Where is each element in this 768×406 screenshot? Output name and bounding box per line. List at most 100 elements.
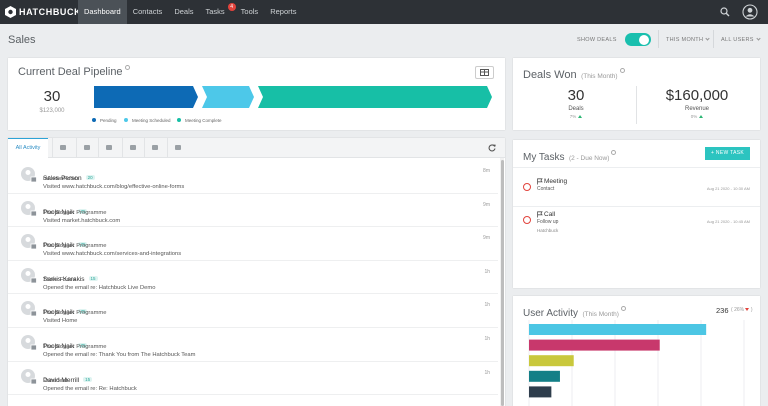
deal-amount: $123,000 — [39, 108, 65, 114]
table-view-button[interactable] — [475, 66, 494, 79]
bar — [529, 339, 660, 351]
activity-time: 9m — [483, 235, 490, 242]
contact-name[interactable]: David Merrill — [43, 376, 80, 384]
contact-avatar — [21, 301, 37, 317]
avatar-type — [30, 243, 37, 250]
name-line: Pooja Naik 75 — [43, 234, 88, 252]
contact-company: Three Foxes — [43, 276, 76, 283]
show-deals-toggle[interactable] — [625, 33, 651, 46]
contact-avatar — [21, 200, 37, 216]
contact-name[interactable]: Pooja Naik — [43, 343, 75, 350]
activity-row: David Merrill 15 President Opened the email… — [8, 362, 498, 396]
activity-change: ( 26% ) — [731, 307, 753, 313]
down-arrow — [745, 307, 750, 311]
info-icon[interactable] — [611, 150, 617, 155]
activity-row: Pooja Naik 75 The Blogger Programme Opened … — [8, 328, 498, 362]
user-avatar[interactable] — [742, 4, 758, 20]
scroll-thumb[interactable] — [500, 160, 504, 406]
bar — [529, 355, 574, 367]
refresh-icon[interactable] — [488, 144, 496, 152]
deals-change: 7% — [546, 114, 606, 119]
contact-name[interactable]: Pooja Naik — [43, 208, 75, 216]
tab[interactable] — [98, 138, 120, 158]
contact-avatar — [21, 234, 37, 250]
bar — [529, 386, 552, 398]
name-line: David Merrill 15 — [43, 369, 93, 387]
tab-all-activity[interactable]: All Activity — [8, 138, 48, 159]
tab[interactable] — [167, 138, 189, 158]
tab-icon — [106, 145, 112, 150]
nav-item[interactable]: Contacts — [132, 7, 163, 16]
tab[interactable] — [76, 138, 98, 158]
users-dropdown[interactable]: ALL USERS — [721, 36, 761, 43]
nav-item[interactable]: Dashboard — [78, 0, 127, 24]
divider — [636, 86, 637, 124]
name-line: Pooja Naik 75 — [43, 301, 88, 319]
lead-score: 20 — [85, 175, 95, 180]
tab-icon — [175, 145, 181, 150]
contact-name[interactable]: Sarkis Karakis — [43, 275, 85, 283]
flag-shape — [537, 211, 543, 218]
tab[interactable] — [52, 138, 74, 158]
nav-item[interactable]: Reports — [270, 7, 297, 16]
nav-item[interactable]: Tasks 4 — [200, 0, 236, 24]
top-nav: HATCHBUCK Dashboard Contacts Deals Tasks 4 To… — [0, 0, 768, 24]
nav-item[interactable]: Tools — [240, 7, 259, 16]
revenue-change: 0% — [657, 114, 737, 119]
avatar-type — [30, 210, 37, 216]
nav-item[interactable]: Deals — [174, 7, 194, 16]
avatar-type — [30, 344, 37, 351]
title-sub: (This Month) — [581, 73, 618, 80]
tab-icon — [152, 145, 158, 150]
task-type[interactable]: Meeting — [544, 178, 568, 185]
toggle-knob — [639, 34, 649, 45]
avatar-type — [30, 378, 37, 384]
task-row: Meeting Contact Aug 21 2020 - 10:30 AM — [513, 174, 760, 207]
avatar-type — [30, 277, 37, 284]
pipeline-segment — [94, 86, 198, 108]
panel-title: My Tasks (2 - Due Now) — [523, 147, 617, 165]
avatar-head — [25, 170, 31, 175]
task-checkbox[interactable] — [523, 183, 531, 191]
scrollbar[interactable] — [500, 158, 504, 406]
info-icon[interactable] — [124, 65, 130, 70]
legend-dot — [177, 118, 181, 122]
flag-shape — [537, 178, 543, 185]
info-icon[interactable] — [620, 306, 626, 311]
pipeline-segment — [258, 86, 492, 108]
revenue-value: $160,000 — [665, 87, 729, 104]
avatar-type — [30, 176, 37, 183]
tasks-panel: My Tasks (2 - Due Now) + NEW TASK Meetin… — [513, 140, 760, 288]
search-icon[interactable] — [720, 7, 730, 17]
contact-company: The Blogger Programme — [43, 344, 107, 350]
new-task-button[interactable]: + NEW TASK — [705, 147, 750, 160]
avatar-head — [25, 338, 31, 343]
activity-action: Visited www.hatchbuck.com/blog/effective… — [43, 184, 185, 190]
activity-row: Pooja Naik 75 The Blogger Programme Visited… — [8, 194, 498, 228]
contact-name[interactable]: Pooja Naik — [43, 242, 75, 250]
task-list: Meeting Contact Aug 21 2020 - 10:30 AM Call… — [513, 168, 760, 278]
task-type[interactable]: Call — [544, 211, 556, 218]
revenue-label: Revenue — [684, 106, 710, 112]
name-line: Sarkis Karakis 15 — [43, 268, 98, 286]
title-text: Current Deal Pipeline — [18, 66, 123, 78]
tab[interactable] — [144, 138, 166, 158]
task-checkbox[interactable] — [523, 216, 531, 224]
contact-name[interactable]: Pooja Naik — [43, 309, 75, 317]
bar — [529, 370, 560, 382]
panel-title: Current Deal Pipeline — [18, 65, 130, 78]
bar — [529, 324, 707, 335]
separator — [658, 30, 659, 48]
activity-time: 1h — [484, 302, 490, 309]
contact-name[interactable]: Sales Person — [43, 175, 82, 182]
tab-icon — [84, 145, 90, 150]
tab[interactable] — [122, 138, 144, 158]
info-icon[interactable] — [619, 68, 625, 73]
activity-total: 236 — [716, 306, 729, 315]
activity-row: Pooja Naik 75 The Blogger Programme Visited… — [8, 227, 498, 261]
period-dropdown[interactable]: THIS MONTH — [666, 36, 710, 43]
pipeline-panel: Current Deal Pipeline 30 $123,000 Pendin… — [8, 58, 505, 130]
chevron — [756, 36, 761, 41]
logo-text: HATCHBUCK — [19, 7, 82, 17]
